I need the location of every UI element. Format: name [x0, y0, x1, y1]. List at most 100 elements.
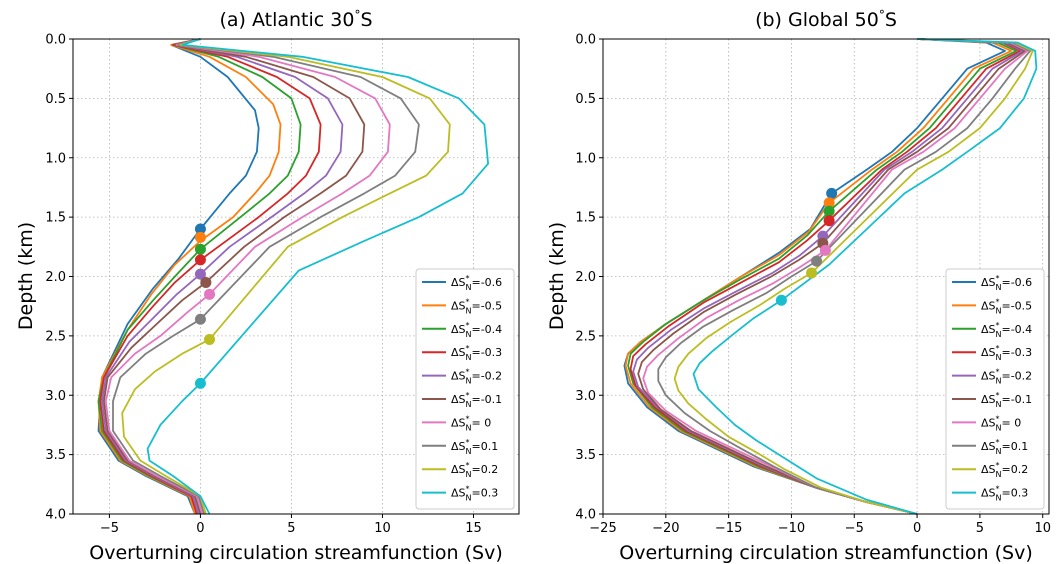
panel-a-series-0-line: [97, 38, 260, 515]
panel-b-series-8-line: [673, 38, 1034, 515]
panel-b-series-7-line: [657, 38, 1032, 515]
panel-a-legend: ΔS* N=-0.6 ΔS* N=-0.5 ΔS* N=-0.4 ΔS* N=-0.3 ΔS* N…: [415, 268, 515, 510]
panel-a-ytick-label-7: 3.5: [45, 448, 66, 463]
panel-a-series-4-line: [101, 38, 344, 515]
panel-a-ytick-label-4: 2.0: [45, 270, 66, 285]
panel-a-series-4-marker: [194, 268, 206, 280]
panel-a-series-5-marker: [200, 276, 212, 288]
panel-b-ytick-label-1: 0.5: [575, 92, 596, 107]
panel-a-legend-label-9: ΔS* N=0.3: [451, 485, 498, 503]
panel-b-ytick-label-4: 2.0: [575, 270, 596, 285]
panel-b-xlabel: Overturning circulation streamfunction (…: [619, 542, 1032, 564]
panel-b-series-2-marker: [823, 205, 835, 217]
panel-b-legend-label-6: ΔS* N= 0: [981, 414, 1021, 432]
panel-a-series-7-line: [112, 38, 420, 515]
panel-b-series-9-marker: [775, 294, 787, 306]
panel-b-series-3-line: [629, 38, 1021, 515]
panel-a-legend-label-0: ΔS* N=-0.6: [451, 274, 502, 292]
panel-a-ytick-label-5: 2.5: [45, 329, 66, 344]
panel-a-series-8-marker: [204, 333, 216, 345]
panel-a-ytick-label-0: 0.0: [45, 33, 66, 48]
panel-a-xtick-label-0: −5: [100, 521, 119, 536]
panel-b-xtick-label-1: −20: [652, 521, 679, 536]
panel-b-markers: [775, 187, 838, 306]
panel-a: −5 0 5 10 15 0.0 0.5 1.0 1.5 2.0 2.5 3.0 3.5 4.0 (a) …: [15, 8, 520, 564]
panel-b-legend-label-5: ΔS* N=-0.1: [981, 391, 1032, 409]
panel-a-xtick-label-1: 0: [196, 521, 204, 536]
panel-b-xtick-label-6: 5: [976, 521, 984, 536]
panel-a-xtick-label-2: 5: [287, 521, 295, 536]
panel-b-legend-label-8: ΔS* N=0.2: [981, 461, 1028, 479]
panel-b-series-8-marker: [806, 267, 818, 279]
panel-b-xtick-label-3: −10: [778, 521, 805, 536]
panel-b-series-1-marker: [823, 197, 835, 209]
panel-a-series-9-line: [146, 38, 490, 515]
panel-b-series-9-line: [692, 38, 1038, 515]
panel-b-legend-label-3: ΔS* N=-0.3: [981, 344, 1032, 362]
panel-a-title: (a) Atlantic 30°S: [219, 8, 372, 31]
panel-a-legend-label-5: ΔS* N=-0.1: [451, 391, 502, 409]
panel-a-legend-label-2: ΔS* N=-0.4: [451, 321, 502, 339]
panel-b-series-4-line: [632, 38, 1024, 515]
panel-a-ytick-label-6: 3.0: [45, 389, 66, 404]
panel-b-ytick-label-3: 1.5: [575, 211, 596, 226]
panel-b-xtick-label-4: −5: [845, 521, 864, 536]
panel-b-legend-label-1: ΔS* N=-0.5: [981, 297, 1032, 315]
panel-a-legend-label-6: ΔS* N= 0: [451, 414, 491, 432]
panel-b-ytick-label-7: 3.5: [575, 448, 596, 463]
panel-a-ytick-label-2: 1.0: [45, 151, 66, 166]
panel-b-title: (b) Global 50°S: [755, 8, 897, 31]
panel-b-legend: ΔS* N=-0.6 ΔS* N=-0.5 ΔS* N=-0.4 ΔS* N=-0.3 ΔS* N…: [945, 268, 1045, 510]
panel-a-legend-label-8: ΔS* N=0.2: [451, 461, 498, 479]
panel-a-series-6-line: [104, 38, 391, 515]
panel-a-series-9-marker: [194, 377, 206, 389]
panel-a-series-5-line: [103, 38, 366, 515]
panel-b-legend-label-4: ΔS* N=-0.2: [981, 368, 1032, 386]
panel-b-xtick-label-0: −25: [589, 521, 616, 536]
panel-b: −25 −20 −15 −10 −5 0 5 10 0.0 0.5 1.0 1.5 2.0 2.5 3.0 3…: [546, 8, 1051, 564]
panel-b-ytick-label-8: 4.0: [575, 508, 596, 523]
panel-b-series-0-marker: [826, 187, 838, 199]
panel-a-ylabel: Depth (km): [15, 222, 37, 330]
panel-a-legend-label-4: ΔS* N=-0.2: [451, 368, 502, 386]
panel-b-ytick-label-6: 3.0: [575, 389, 596, 404]
panel-b-series-7-marker: [811, 255, 823, 267]
panel-a-series-0-marker: [194, 223, 206, 235]
panel-a-ytick-label-8: 4.0: [45, 508, 66, 523]
panel-a-xtick-label-3: 10: [374, 521, 391, 536]
panel-a-xtick-label-4: 15: [465, 521, 482, 536]
panel-b-series-6-marker: [819, 244, 831, 256]
panel-b-series-2-line: [627, 38, 1018, 515]
panel-b-legend-label-7: ΔS* N=0.1: [981, 438, 1028, 456]
panel-a-ytick-label-3: 1.5: [45, 211, 66, 226]
panel-b-xtick-label-2: −15: [715, 521, 742, 536]
panel-b-ylabel: Depth (km): [546, 222, 568, 330]
panel-b-ytick-label-0: 0.0: [575, 33, 596, 48]
panel-b-xtick-label-5: 0: [913, 521, 921, 536]
panel-a-series-3-marker: [194, 254, 206, 266]
panel-b-series: [623, 38, 1038, 515]
panel-a-series-7-marker: [194, 313, 206, 325]
panel-b-xtick-label-7: 10: [1034, 521, 1051, 536]
panel-a-series-6-marker: [204, 288, 216, 300]
panel-a-ytick-label-1: 0.5: [45, 92, 66, 107]
panel-b-legend-label-9: ΔS* N=0.3: [981, 485, 1028, 503]
panel-a-xlabel: Overturning circulation streamfunction (…: [89, 542, 502, 564]
panel-a-markers: [194, 223, 216, 389]
panel-b-series-3-marker: [823, 215, 835, 227]
panel-a-legend-label-1: ΔS* N=-0.5: [451, 297, 502, 315]
panel-b-ytick-label-5: 2.5: [575, 329, 596, 344]
panel-b-legend-label-2: ΔS* N=-0.4: [981, 321, 1032, 339]
panel-a-ticks: −5 0 5 10 15 0.0 0.5 1.0 1.5 2.0 2.5 3.0 3.5 4.0: [45, 33, 481, 537]
panel-a-legend-label-7: ΔS* N=0.1: [451, 438, 498, 456]
panel-a-series-8-line: [121, 38, 451, 515]
panel-b-legend-label-0: ΔS* N=-0.6: [981, 274, 1032, 292]
panel-b-ticks: −25 −20 −15 −10 −5 0 5 10 0.0 0.5 1.0 1.5 2.0 2.5 3.0 3…: [575, 33, 1051, 537]
panel-b-series-5-line: [637, 38, 1026, 515]
panel-b-ytick-label-2: 1.0: [575, 151, 596, 166]
panel-a-legend-label-3: ΔS* N=-0.3: [451, 344, 502, 362]
panel-a-series-2-marker: [194, 243, 206, 255]
panel-b-series-6-line: [642, 38, 1029, 515]
panel-a-series-1-marker: [194, 231, 206, 243]
